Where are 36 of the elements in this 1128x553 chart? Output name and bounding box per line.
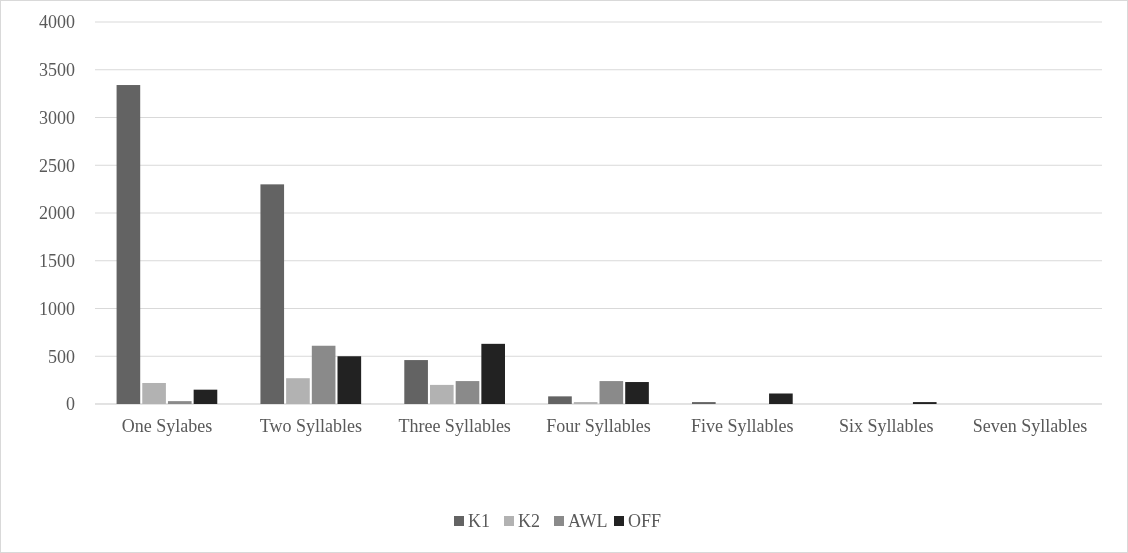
bar: [193, 389, 218, 404]
bar: [599, 381, 624, 404]
legend-label: K1: [468, 511, 490, 532]
x-tick-label: Four Syllables: [546, 416, 651, 436]
bar: [167, 401, 192, 404]
bar: [625, 382, 649, 404]
y-tick-label: 1500: [39, 251, 75, 272]
legend-label: K2: [518, 511, 540, 532]
x-tick-label: Two Syllables: [259, 416, 362, 436]
y-tick-label: 0: [66, 394, 75, 415]
x-tick-label: Six Syllables: [838, 416, 934, 436]
bar: [142, 382, 166, 404]
bar: [311, 345, 336, 404]
bar: [260, 184, 285, 404]
bar: [769, 393, 793, 404]
legend-label: AWL: [568, 511, 608, 532]
bar: [116, 85, 141, 404]
bar: [286, 378, 310, 404]
y-tick-label: 4000: [39, 12, 75, 33]
x-tick-label: Three Syllables: [398, 416, 511, 436]
y-tick-label: 3000: [39, 107, 75, 128]
bar: [548, 396, 572, 404]
x-tick-label: Seven Syllables: [972, 416, 1088, 436]
legend-label: OFF: [628, 511, 662, 532]
bar: [429, 384, 454, 404]
bar: [404, 360, 428, 404]
y-tick-label: 1000: [39, 298, 75, 319]
bar: [455, 381, 480, 404]
bar: [337, 356, 362, 404]
y-tick-label: 500: [48, 346, 75, 367]
x-tick-label: One Sylabes: [121, 416, 213, 436]
x-tick-label: Five Syllables: [691, 416, 794, 436]
bar: [481, 343, 505, 404]
y-tick-label: 3500: [39, 60, 75, 81]
y-tick-label: 2500: [39, 155, 75, 176]
y-tick-label: 2000: [39, 203, 75, 224]
